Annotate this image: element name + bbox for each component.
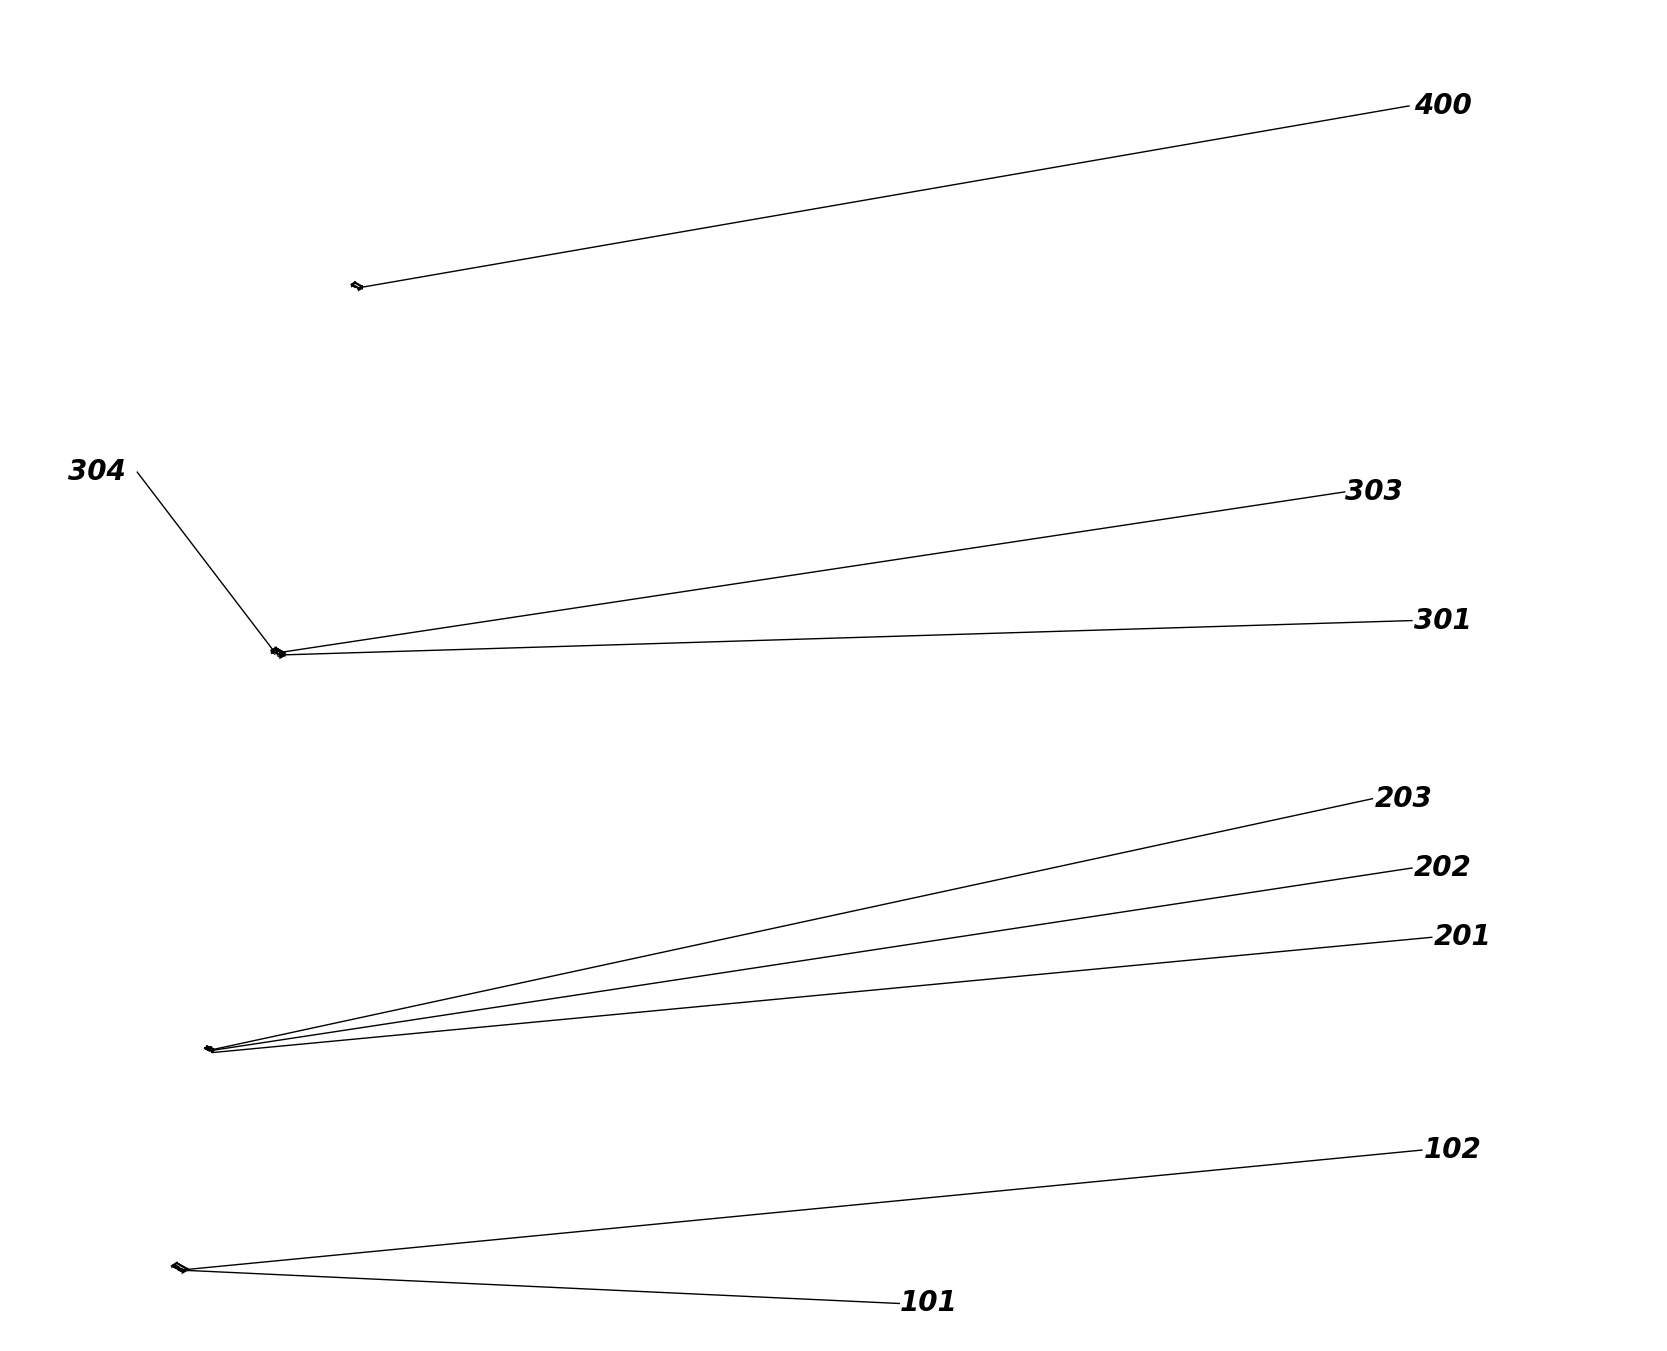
Polygon shape	[205, 1047, 207, 1048]
Polygon shape	[272, 648, 277, 651]
Polygon shape	[208, 1048, 210, 1050]
Polygon shape	[207, 1047, 208, 1048]
Polygon shape	[273, 650, 282, 654]
Text: 400: 400	[1414, 92, 1472, 120]
Polygon shape	[205, 1047, 207, 1048]
Polygon shape	[272, 648, 285, 655]
Text: 101: 101	[899, 1289, 957, 1317]
Polygon shape	[275, 648, 285, 654]
Polygon shape	[212, 1050, 213, 1052]
Polygon shape	[280, 653, 285, 658]
Polygon shape	[205, 1047, 207, 1048]
Text: 202: 202	[1414, 854, 1472, 882]
Polygon shape	[212, 1050, 213, 1051]
Polygon shape	[183, 1269, 187, 1273]
Polygon shape	[273, 648, 277, 651]
Polygon shape	[277, 648, 283, 654]
Polygon shape	[177, 1263, 187, 1270]
Text: 201: 201	[1434, 923, 1492, 951]
Polygon shape	[208, 1048, 210, 1050]
Polygon shape	[273, 650, 283, 655]
Polygon shape	[280, 653, 282, 655]
Text: 304: 304	[68, 458, 125, 486]
Polygon shape	[358, 286, 362, 289]
Polygon shape	[280, 653, 283, 655]
Text: 303: 303	[1345, 478, 1402, 505]
Text: 203: 203	[1374, 785, 1432, 813]
Polygon shape	[208, 1048, 210, 1050]
Text: 102: 102	[1424, 1136, 1482, 1165]
Polygon shape	[272, 648, 275, 653]
Polygon shape	[272, 650, 282, 655]
Text: 301: 301	[1414, 607, 1472, 635]
Polygon shape	[207, 1047, 208, 1048]
Polygon shape	[280, 653, 283, 655]
Polygon shape	[172, 1263, 187, 1271]
Polygon shape	[172, 1263, 177, 1266]
Polygon shape	[355, 282, 362, 288]
Polygon shape	[208, 1048, 210, 1050]
Polygon shape	[208, 1048, 210, 1050]
Polygon shape	[207, 1047, 208, 1050]
Polygon shape	[352, 282, 362, 288]
Polygon shape	[208, 1048, 210, 1051]
Polygon shape	[277, 650, 282, 654]
Polygon shape	[275, 648, 285, 655]
Polygon shape	[352, 282, 355, 286]
